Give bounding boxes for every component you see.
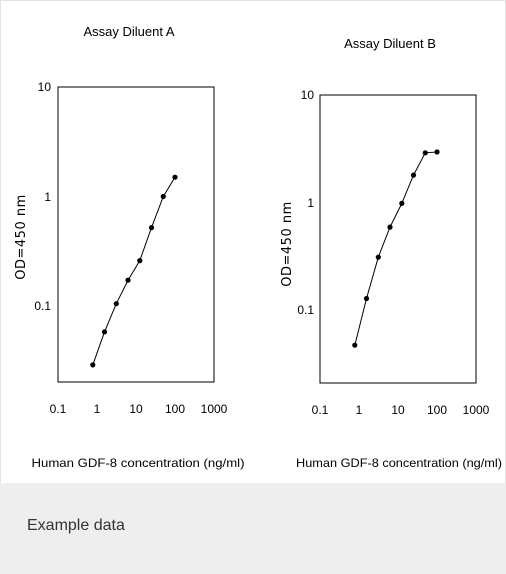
chart-a-data-point: [125, 277, 131, 283]
chart-a-data-point: [90, 362, 96, 368]
chart-a-x-ticks: 0.1 1 10 100 1000: [50, 402, 228, 416]
chart-a-data-point: [172, 174, 178, 180]
chart-a-marks: [90, 174, 178, 368]
chart-b-series-line: [354, 151, 438, 346]
chart-b-ylabel: OD=450 nm: [280, 201, 295, 286]
chart-b-ytick-label: 10: [301, 88, 315, 102]
caption-text: Example data: [27, 517, 125, 534]
chart-a-xlabel: Human GDF-8 concentration (ng/ml): [32, 456, 245, 470]
chart-a-xtick-label: 10: [129, 402, 143, 416]
chart-b-y-ticks: 10 1 0.1: [297, 88, 314, 317]
chart-b-marks: [352, 149, 440, 348]
chart-b-ytick-label: 0.1: [297, 303, 314, 317]
chart-b-plot-frame: [319, 94, 477, 384]
chart-b-ytick-label: 1: [307, 196, 314, 210]
chart-b-data-point: [410, 172, 417, 178]
chart-b-title: Assay Diluent B: [344, 36, 436, 51]
chart-a-title: Assay Diluent A: [83, 24, 174, 39]
chart-b-xtick-label: 100: [427, 403, 447, 417]
chart-a-xtick-label: 1: [94, 402, 101, 416]
chart-a-data-point: [148, 225, 155, 231]
chart-b-xlabel: Human GDF-8 concentration (ng/ml): [296, 456, 502, 470]
chart-a-ytick-label: 10: [38, 80, 52, 94]
chart-b-data-point: [422, 150, 428, 156]
figure-panel: Assay Diluent A OD=450 nm 10 1 0.1 0.1 1…: [0, 0, 506, 483]
chart-b-xtick-label: 10: [391, 403, 405, 417]
chart-b-xtick-label: 1000: [463, 403, 490, 417]
chart-b-data-point: [434, 149, 440, 155]
chart-a-y-ticks: 10 1 0.1: [34, 80, 51, 313]
caption-bar: Example data: [0, 483, 506, 574]
chart-a-ytick-label: 0.1: [34, 299, 51, 313]
chart-b-xtick-label: 1: [356, 403, 363, 417]
chart-a-data-point: [101, 329, 108, 335]
chart-b-data-point: [387, 224, 393, 230]
chart-b-data-point: [363, 295, 370, 302]
chart-b-xtick-label: 0.1: [312, 403, 329, 417]
chart-a-series-line: [92, 176, 176, 366]
chart-a-xtick-label: 0.1: [50, 402, 67, 416]
chart-a-xtick-label: 1000: [201, 402, 228, 416]
chart-a-xtick-label: 100: [165, 402, 185, 416]
chart-b-data-point: [375, 254, 381, 260]
chart-a: Assay Diluent A OD=450 nm 10 1 0.1 0.1 1…: [14, 24, 245, 470]
chart-a-data-point: [113, 301, 119, 307]
chart-b: Assay Diluent B OD=450 nm 10 1 0.1 0.1 1…: [280, 36, 502, 470]
chart-a-ylabel: OD=450 nm: [14, 194, 29, 279]
chart-b-x-ticks: 0.1 1 10 100 1000: [312, 403, 490, 417]
chart-b-data-point: [399, 200, 405, 206]
chart-b-data-point: [352, 342, 358, 348]
chart-a-data-point: [137, 258, 143, 264]
figure-image: Assay Diluent A OD=450 nm 10 1 0.1 0.1 1…: [14, 24, 502, 470]
chart-a-plot-frame: [57, 86, 215, 383]
chart-a-data-point: [160, 193, 166, 200]
chart-a-ytick-label: 1: [44, 190, 51, 204]
